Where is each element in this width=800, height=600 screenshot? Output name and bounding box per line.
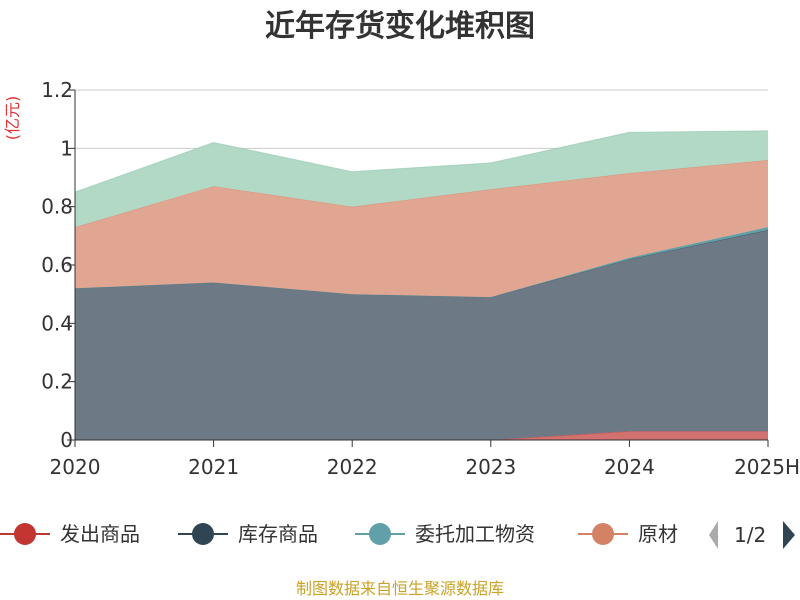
legend-label: 发出商品 [60,522,140,546]
series-areas [74,130,769,441]
series-line-4 [74,130,769,193]
y-tick-label: 0.2 [41,370,73,394]
legend-item[interactable]: 发出商品 [0,522,140,546]
legend-label: 原材 [638,522,678,546]
legend-item[interactable]: 库存商品 [178,522,318,546]
y-tick-label: 0.4 [41,311,73,335]
y-tick-label: 1 [60,136,73,160]
x-tick-label: 2021 [188,455,239,479]
legend-label: 委托加工物资 [415,522,535,546]
y-tick-label: 0 [60,428,73,452]
legend-page-indicator: 1/2 [734,523,766,547]
legend-pager: 1/2 [709,521,795,549]
x-tick-label: 2020 [50,455,101,479]
series-area-4 [75,130,768,228]
legend-item[interactable]: 委托加工物资 [355,522,535,546]
legend-swatch-dot [592,523,614,545]
axes: 2020 2021 2022 2023 2024 2025H [50,90,800,479]
legend: 发出商品 库存商品 委托加工物资 原材 [0,522,678,546]
legend-item[interactable]: 原材 [578,522,678,546]
y-unit-label: (亿元) [3,96,22,141]
series-area-3 [75,160,768,298]
legend-prev-icon[interactable] [709,521,718,549]
x-tick-label: 2022 [327,455,378,479]
chart-title: 近年存货变化堆积图 [265,9,535,44]
x-tick-label: 2024 [604,455,655,479]
x-tick-label: 2023 [465,455,516,479]
legend-label: 库存商品 [238,522,318,546]
legend-next-icon[interactable] [783,521,795,549]
legend-swatch-dot [192,523,214,545]
y-tick-label: 1.2 [41,78,73,102]
y-tick-label: 0.8 [41,195,73,219]
series-area-0 [75,431,768,440]
data-source-note: 制图数据来自恒生聚源数据库 [296,579,504,598]
y-tick-label: 0.6 [41,253,73,277]
x-tick-label: 2025H [734,455,800,479]
legend-swatch-dot [369,523,391,545]
series-area-1 [75,230,768,440]
legend-swatch-dot [14,523,36,545]
